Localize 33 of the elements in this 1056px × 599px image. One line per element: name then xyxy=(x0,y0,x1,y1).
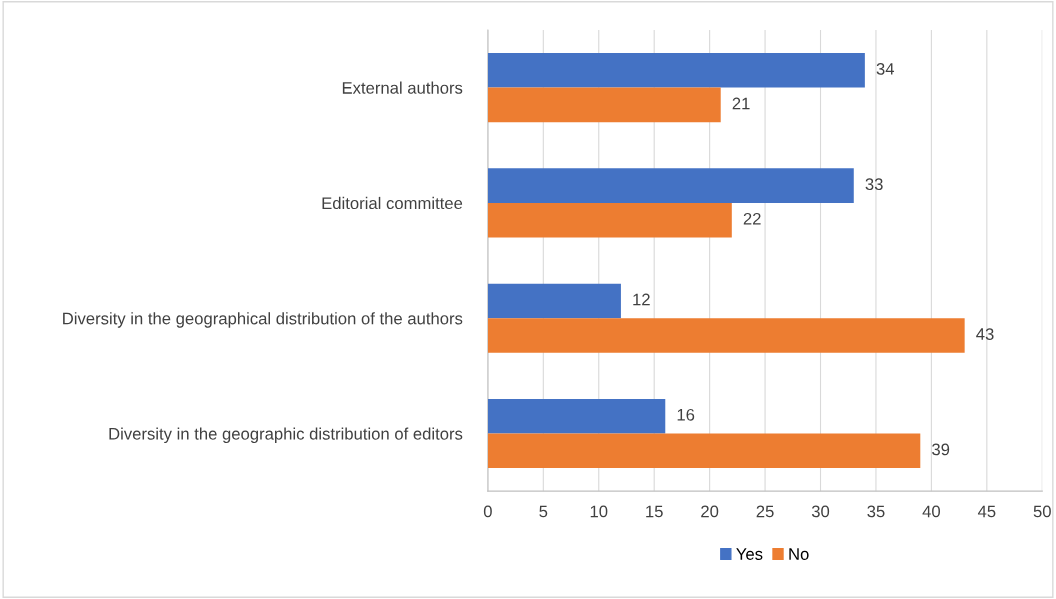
x-tick-label: 10 xyxy=(590,505,608,518)
x-tick-label: 40 xyxy=(922,505,941,518)
x-tick-label: 15 xyxy=(646,505,663,518)
bar xyxy=(487,318,965,353)
data-label: 16 xyxy=(677,408,695,421)
bar xyxy=(487,433,921,469)
x-tick-label: 20 xyxy=(701,505,719,518)
bar xyxy=(487,202,732,238)
data-label: 43 xyxy=(976,328,994,340)
x-tick-label: 25 xyxy=(756,505,774,518)
x-tick-label: 0 xyxy=(483,505,492,518)
bar xyxy=(487,283,621,319)
x-tick-label: 5 xyxy=(539,505,548,518)
x-tick-label: 30 xyxy=(811,505,830,518)
data-label: 22 xyxy=(743,212,761,225)
data-label: 33 xyxy=(865,178,883,191)
y-tick-label: Diversity in the geographical distribution of the authors xyxy=(63,312,463,328)
data-label: 34 xyxy=(876,62,895,75)
x-tick-label: 35 xyxy=(867,505,885,518)
x-tick-label: 45 xyxy=(977,505,996,518)
bar xyxy=(487,87,721,123)
bar xyxy=(487,398,666,434)
bar xyxy=(487,53,865,88)
data-label: 21 xyxy=(732,97,750,110)
bar xyxy=(487,168,854,203)
legend-label: No xyxy=(789,548,809,560)
y-tick-label: Diversity in the geographic distribution of editors xyxy=(109,427,463,444)
data-label: 39 xyxy=(932,443,950,456)
legend-label: Yes xyxy=(736,548,763,560)
y-tick-label: External authors xyxy=(342,81,463,94)
x-tick-label: 50 xyxy=(1033,505,1051,518)
y-tick-label: Editorial committee xyxy=(322,196,463,210)
data-label: 12 xyxy=(633,293,650,306)
